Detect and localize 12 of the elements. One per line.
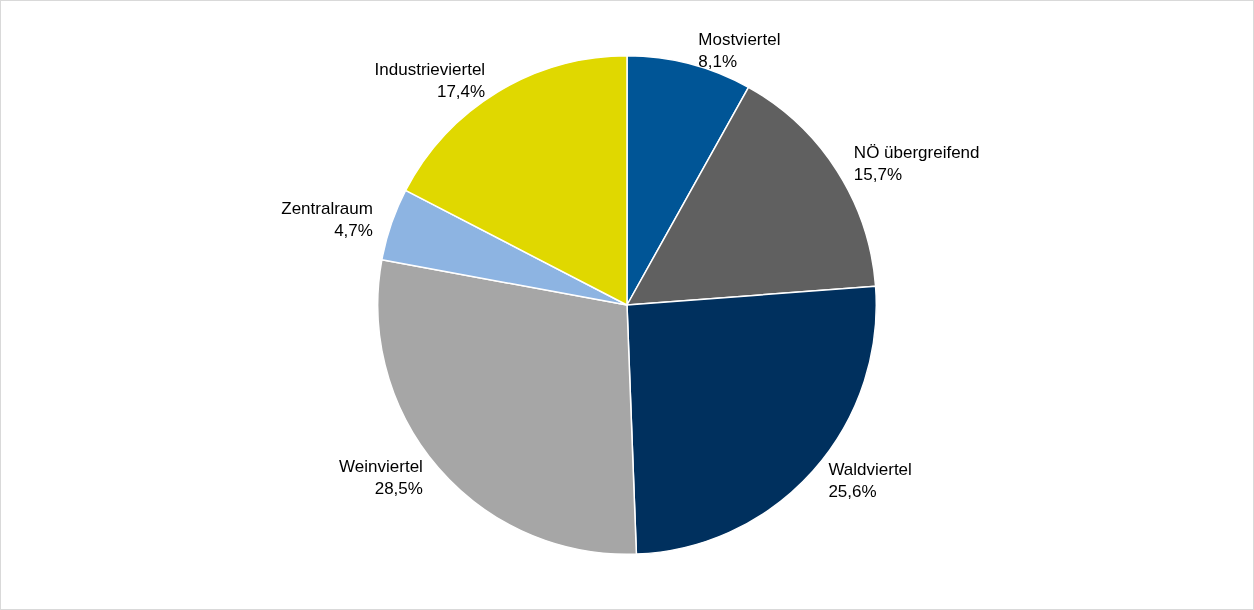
data-label: 28,5% [374,478,423,498]
data-label: 17,4% [436,81,486,101]
data-label: 15,7% [853,164,903,184]
slice-label: Weinviertel [339,456,423,476]
slice-label: Zentralraum [281,199,373,219]
data-label: 8,1% [698,51,738,71]
slice-label: Mostviertel [698,29,781,49]
slice-label: Waldviertel [828,459,912,479]
data-label: 25,6% [828,481,877,501]
slice-label: Industrieviertel [374,59,486,79]
slice-label: NÖ übergreifend [853,142,980,162]
data-label: 4,7% [334,221,373,241]
